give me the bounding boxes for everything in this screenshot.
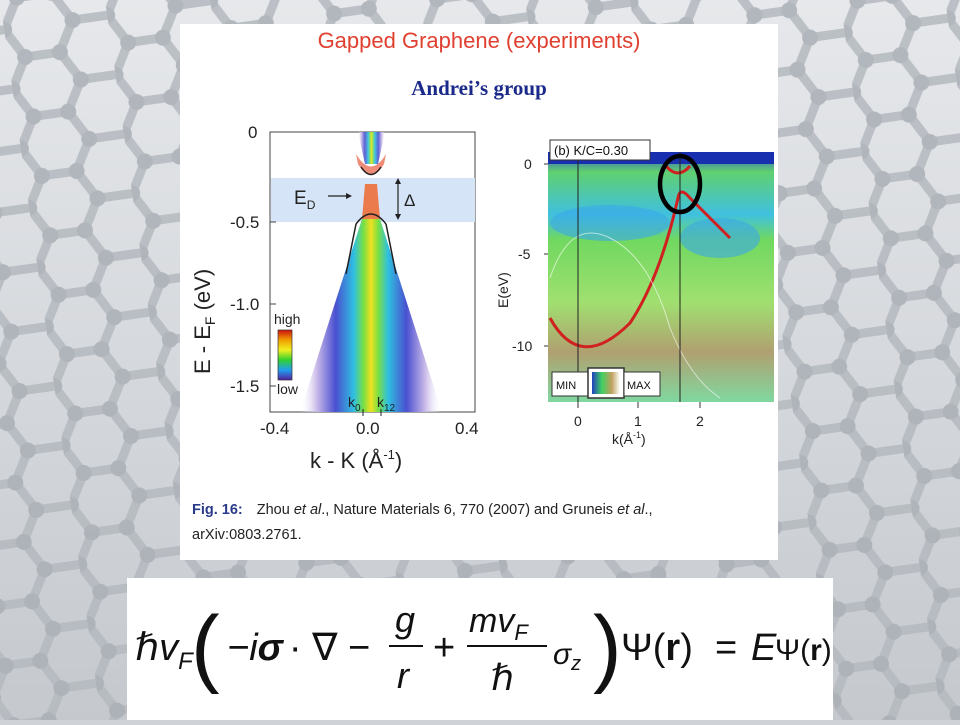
ed-label: ED [294, 188, 316, 212]
figure-caption: Fig. 16: Zhou et al., Nature Materials 6,… [192, 498, 772, 548]
right-y-tick: -5 [518, 246, 531, 262]
eq-v: v [159, 627, 180, 669]
dirac-equation: ℏvF ( −iσ · ∇ − g r + mvF ℏ σz ) Ψ(r) = E… [135, 599, 832, 698]
right-x-tick: 0 [574, 413, 582, 429]
eq-E: E [751, 627, 777, 669]
caption-text: ., Nature Materials 6, 770 (2007) and Gr… [321, 502, 618, 518]
eq-psi-r-rhs: Ψ(r) [775, 634, 832, 667]
slide-subtitle: Andrei’s group [411, 76, 547, 100]
eq-hbar-denominator: ℏ [491, 657, 514, 698]
caption-text: arXiv:0803.2761. [192, 527, 302, 543]
left-x-axis-label: k - K (Å-1) [310, 447, 402, 473]
colorbar-max-label: MAX [627, 380, 652, 392]
caption-text: ., [644, 502, 653, 518]
eq-sigma-z: σz [553, 638, 581, 675]
colorbar-low-label: low [277, 381, 299, 397]
svg-text:ℏvF: ℏvF [135, 627, 194, 675]
delta-label: Δ [404, 191, 415, 210]
equation-panel: ℏvF ( −iσ · ∇ − g r + mvF ℏ σz ) Ψ(r) = E… [127, 578, 833, 720]
left-y-tick: -0.5 [230, 213, 259, 232]
caption-text: Zhou [256, 502, 294, 518]
eq-equals: = [715, 627, 737, 669]
eq-v-sub: F [178, 648, 194, 675]
k12-label: k12 [377, 394, 396, 414]
right-y-tick: 0 [524, 156, 532, 172]
eq-m: mvF [469, 602, 529, 645]
eq-psi-r: Ψ(r) [621, 627, 693, 669]
figure-panel: Gapped Graphene (experiments) Andrei’s g… [180, 24, 778, 560]
svg-text:): ) [593, 599, 622, 695]
k0-label: k0 [348, 394, 361, 414]
left-y-tick: -1.5 [230, 377, 259, 396]
eq-sigma: σ [258, 627, 285, 669]
left-x-tick: 0.4 [455, 419, 479, 438]
colorbar-high-label: high [274, 311, 300, 327]
svg-text:−iσ· ∇ −: −iσ · ∇ − [227, 627, 370, 669]
eq-r: r [397, 655, 411, 696]
eq-dot-nabla: · ∇ − [289, 627, 370, 669]
left-arpes-plot: 0 -0.5 -1.0 -1.5 -0.4 0.0 0.4 E - EF (eV… [190, 124, 479, 473]
slide-title: Gapped Graphene (experiments) [317, 28, 641, 53]
left-y-tick: 0 [248, 124, 257, 142]
eq-plus: + [433, 627, 455, 669]
right-x-axis-label: k(Å-1) [612, 430, 646, 447]
caption-etal: et al [293, 502, 322, 518]
eq-g: g [395, 599, 415, 640]
figure-label: Fig. 16: [192, 502, 243, 518]
right-y-tick: -10 [512, 338, 532, 354]
right-arpes-plot: (b) K/C=0.30 0 -5 -10 0 1 2 E(eV) k(Å-1)… [495, 139, 774, 447]
right-x-tick: 1 [634, 413, 642, 429]
left-y-tick: -1.0 [230, 295, 259, 314]
left-x-tick: 0.0 [356, 419, 380, 438]
right-y-axis-label: E(eV) [495, 272, 511, 308]
left-y-axis-label: E - EF (eV) [190, 269, 218, 374]
eq-hbar: ℏ [135, 627, 159, 669]
left-x-tick: -0.4 [260, 419, 289, 438]
eq-minus-i: −i [227, 627, 259, 669]
right-x-tick: 2 [696, 413, 704, 429]
caption-etal: et al [617, 502, 645, 518]
right-panel-label: (b) K/C=0.30 [554, 143, 628, 158]
svg-text:(: ( [191, 599, 220, 695]
colorbar-min-label: MIN [556, 380, 576, 392]
